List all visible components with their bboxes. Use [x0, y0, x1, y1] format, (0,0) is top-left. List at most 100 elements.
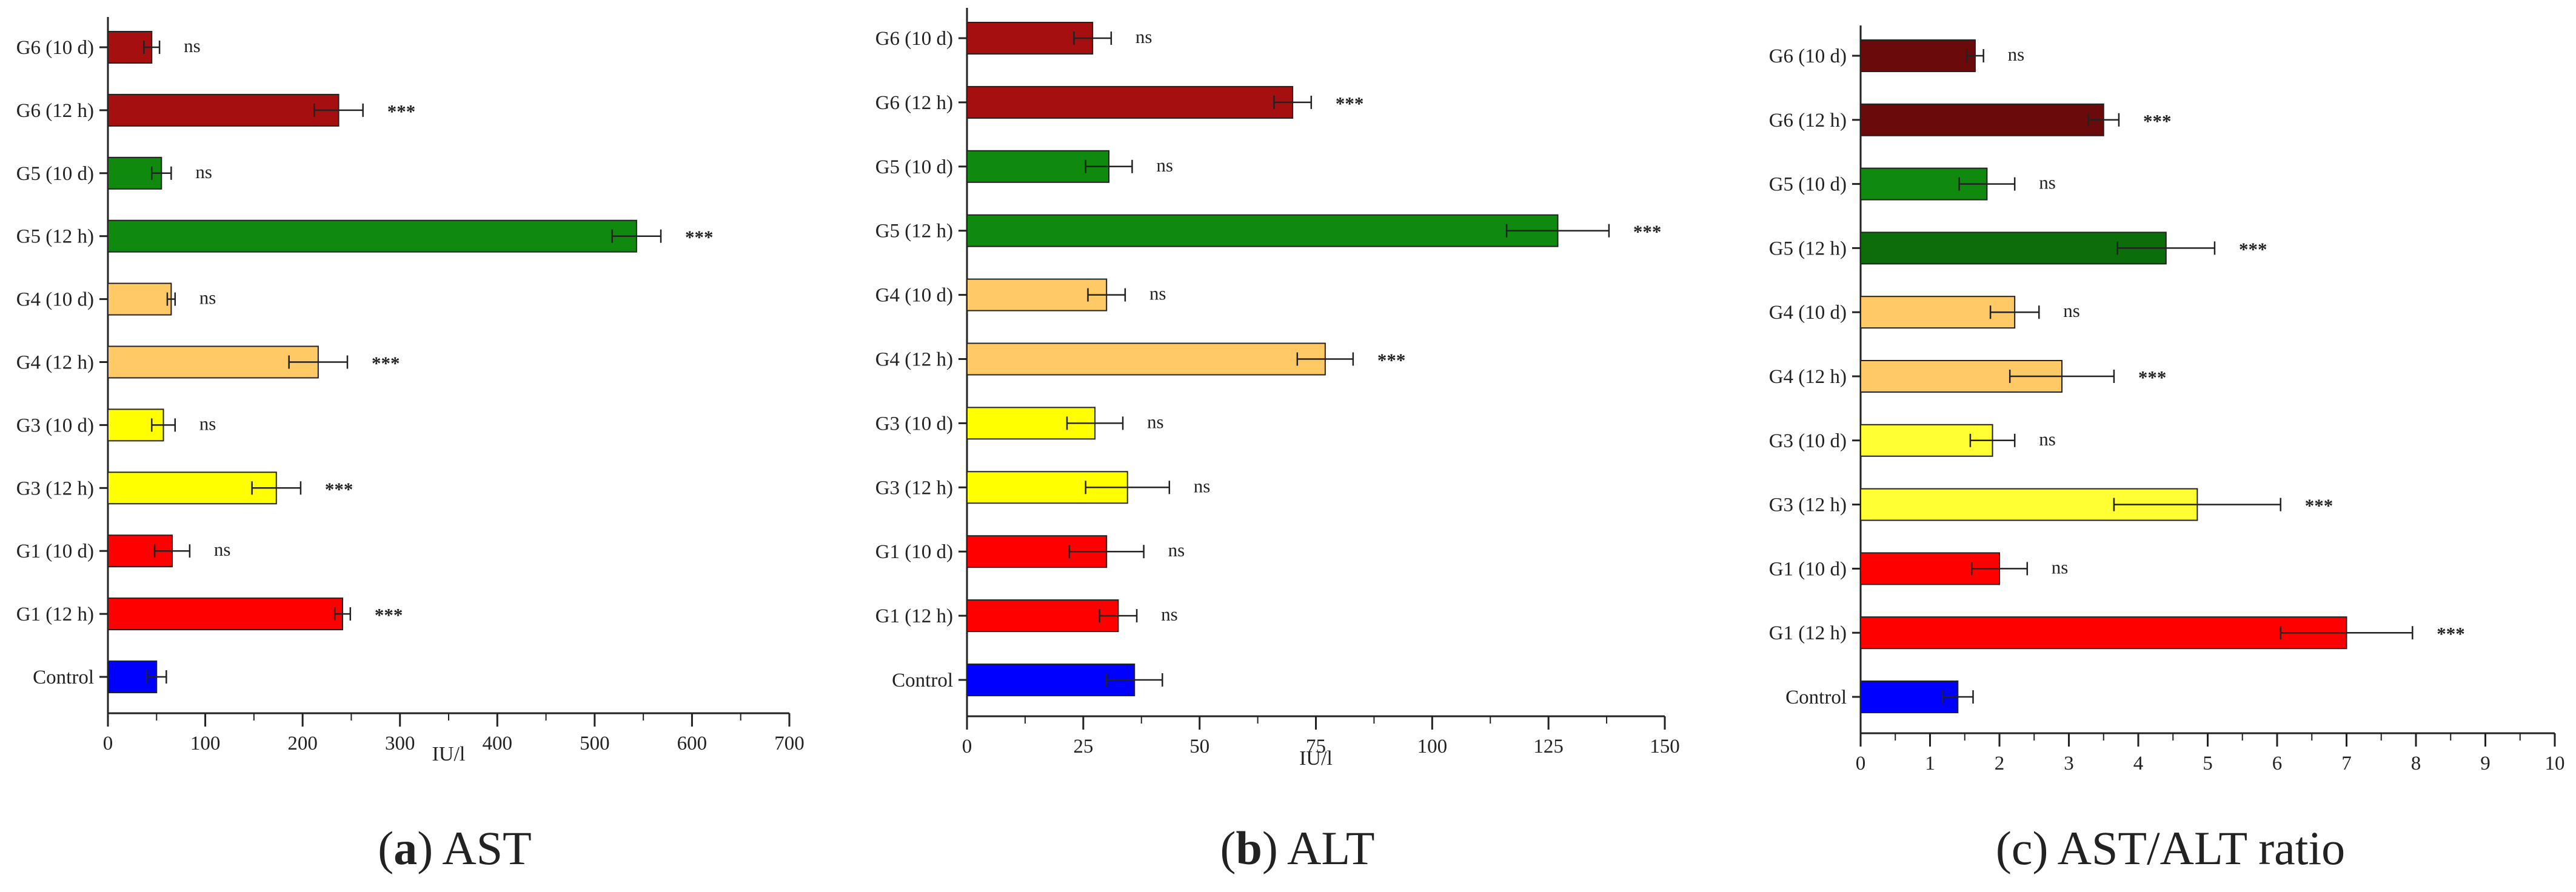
category-label: G5 (12 h): [16, 226, 94, 248]
bar: [1860, 616, 2347, 650]
category-label: G6 (10 d): [1769, 45, 1847, 67]
x-tick-label: 600: [677, 733, 708, 754]
category-label: G6 (12 h): [875, 92, 953, 114]
x-tick-label: 10: [2545, 753, 2565, 774]
significance-label: ns: [1147, 411, 1164, 432]
category-label: G1 (10 d): [875, 541, 953, 563]
significance-label: ns: [1168, 539, 1185, 561]
significance-label: ***: [1633, 221, 1662, 242]
x-axis-label: IU/l: [1299, 747, 1333, 770]
x-tick-label: 2: [1995, 753, 2005, 774]
x-tick-label: 75: [1306, 736, 1326, 757]
x-tick-label: 100: [1417, 736, 1448, 757]
category-label: G4 (12 h): [16, 352, 94, 374]
chart-panel-alt: 0 25 50 75 100 125 150 IU/l G6 (10 d) ns G6 (12 h)…: [849, 0, 1698, 812]
x-tick-label: 0: [962, 736, 972, 757]
caption-letter-a: a: [393, 822, 418, 874]
category-label: G5 (10 d): [875, 156, 953, 178]
x-tick-label: 5: [2203, 753, 2213, 774]
significance-label: ns: [2008, 44, 2025, 65]
caption-text-ast: AST: [442, 822, 532, 874]
x-tick-label: 100: [190, 733, 221, 754]
x-tick-label: 6: [2272, 753, 2283, 774]
significance-label: ***: [2143, 110, 2172, 131]
x-tick-label: 500: [580, 733, 610, 754]
category-label: G4 (10 d): [1769, 302, 1847, 324]
caption-text-ratio: (c) AST/ALT ratio: [1995, 822, 2346, 874]
bar: [107, 219, 637, 253]
category-label: G5 (12 h): [875, 221, 953, 242]
significance-label: ***: [2305, 495, 2333, 516]
category-label: G1 (12 h): [16, 604, 94, 625]
significance-label: ns: [1136, 26, 1153, 47]
category-label: G3 (10 d): [1769, 430, 1847, 452]
significance-label: ns: [2063, 300, 2080, 321]
bar: [107, 597, 343, 631]
category-label: G5 (10 d): [1769, 174, 1847, 196]
x-tick-label: 0: [1856, 753, 1866, 774]
significance-label: ns: [195, 161, 212, 182]
significance-label: ns: [1194, 475, 1211, 496]
category-label: G6 (10 d): [875, 28, 953, 50]
category-label: G1 (12 h): [1769, 622, 1847, 644]
bar: [1860, 231, 2167, 265]
significance-label: ***: [685, 227, 714, 248]
bar: [966, 599, 1119, 633]
x-tick-label: 200: [287, 733, 318, 754]
significance-label: ***: [1377, 350, 1406, 371]
chart-ratio: 0 1 2 3 4 5 6 7 8 9 10 G6 (10 d) ns G6 (12 h) *** G5 (1…: [1769, 25, 2565, 774]
significance-label: ns: [1149, 283, 1166, 304]
significance-label: ns: [184, 35, 201, 56]
x-tick-label: 3: [2064, 753, 2074, 774]
bar: [966, 22, 1094, 55]
category-label: G6 (10 d): [16, 37, 94, 59]
category-label: G1 (10 d): [16, 541, 94, 562]
x-tick-label: 8: [2411, 753, 2421, 774]
significance-label: ***: [387, 101, 416, 122]
category-label: G6 (12 h): [16, 100, 94, 122]
category-label: G5 (10 d): [16, 163, 94, 185]
x-tick-label: 50: [1189, 736, 1209, 757]
category-label: G4 (12 h): [1769, 366, 1847, 388]
bar: [966, 85, 1294, 119]
category-label: Control: [33, 667, 94, 688]
x-tick-label: 150: [1650, 736, 1680, 757]
caption-letter-b: b: [1236, 822, 1262, 874]
category-label: G4 (12 h): [875, 349, 953, 371]
x-tick-label: 400: [483, 733, 513, 754]
significance-label: ns: [1156, 155, 1173, 176]
category-label: G3 (10 d): [875, 413, 953, 434]
bar: [107, 93, 340, 127]
x-tick-label: 7: [2341, 753, 2352, 774]
x-tick-label: 1: [1925, 753, 1935, 774]
category-label: G3 (12 h): [16, 478, 94, 499]
significance-label: ***: [372, 353, 400, 374]
caption-ast: (a) AST: [378, 822, 532, 874]
bar: [966, 278, 1108, 311]
category-label: G1 (10 d): [1769, 558, 1847, 580]
bar: [107, 282, 172, 316]
category-label: G4 (10 d): [16, 289, 94, 311]
chart-ast: 0 100 200 300 400 500 600 700 IU/l G6 (10 d) ns G6 …: [16, 17, 805, 765]
x-tick-label: 125: [1533, 736, 1564, 757]
caption-alt: (b) ALT: [1220, 822, 1375, 874]
bar: [1860, 103, 2104, 136]
category-label: G3 (12 h): [875, 477, 953, 499]
x-tick-label: 0: [103, 733, 113, 754]
significance-label: ***: [1336, 93, 1364, 114]
significance-label: ns: [199, 287, 216, 308]
category-label: G1 (12 h): [875, 605, 953, 627]
significance-label: ns: [2039, 428, 2056, 450]
bar: [107, 471, 277, 505]
bar: [107, 345, 319, 379]
chart-panel-ratio: 0 1 2 3 4 5 6 7 8 9 10 G6 (10 d) ns G6 (12 h) *** G5 (1…: [1710, 0, 2576, 812]
caption-text-alt: ALT: [1287, 822, 1375, 874]
significance-label: ***: [2437, 623, 2465, 644]
significance-label: ns: [214, 539, 231, 560]
significance-label: ***: [2239, 238, 2267, 259]
x-tick-label: 25: [1073, 736, 1093, 757]
significance-label: ns: [1161, 604, 1178, 625]
significance-label: ns: [2039, 172, 2056, 193]
chart-panel-ast: 0 100 200 300 400 500 600 700 IU/l G6 (10 d) ns G6 …: [0, 0, 837, 812]
category-label: G6 (12 h): [1769, 110, 1847, 131]
